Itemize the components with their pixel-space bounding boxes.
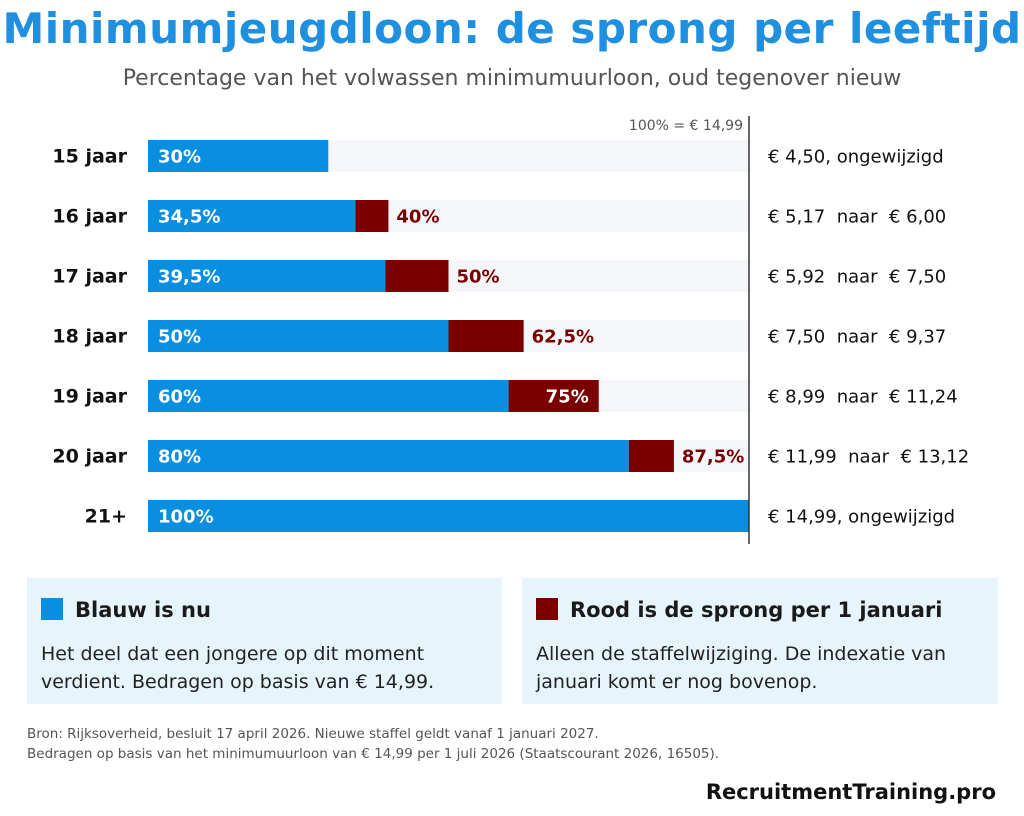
current-value-label: 30% — [158, 147, 201, 168]
bar-current — [148, 440, 629, 472]
legend-box-red: Rood is de sprong per 1 januari Alleen d… — [522, 578, 998, 704]
current-value-label: 60% — [158, 387, 201, 408]
category-label: 20 jaar — [52, 446, 127, 468]
amount-label: € 5,92 naar € 7,50 — [768, 267, 946, 288]
legend-heading-red: Rood is de sprong per 1 januari — [536, 598, 942, 622]
bar-current — [148, 260, 386, 292]
current-value-label: 34,5% — [158, 207, 220, 228]
new-value-label: 62,5% — [532, 327, 594, 348]
blue-swatch — [41, 598, 63, 620]
bar-increase — [508, 380, 599, 412]
legend-text-blue: Het deel dat een jongere op dit moment v… — [41, 643, 435, 693]
current-value-label: 100% — [158, 507, 214, 528]
bar-current — [148, 200, 356, 232]
new-value-label: 87,5% — [682, 447, 744, 468]
category-label: 15 jaar — [52, 146, 127, 168]
bar-chart: 15 jaar 30% € 4,50, ongewijzigd 16 jaar 34,5… — [52, 116, 969, 544]
page-title: Minimumjeugdloon: de sprong per leeftijd — [2, 4, 1022, 53]
category-label: 18 jaar — [52, 326, 127, 348]
current-value-label: 39,5% — [158, 267, 220, 288]
amount-label: € 14,99, ongewijzigd — [768, 507, 955, 528]
category-label: 21+ — [85, 506, 127, 528]
bar-current — [148, 500, 749, 532]
legend-box-blue: Blauw is nu Het deel dat een jongere op … — [27, 578, 502, 704]
legend-heading-blue: Blauw is nu — [41, 598, 211, 622]
new-value-label: 50% — [457, 267, 500, 288]
reference-label: 100% = € 14,99 — [629, 118, 743, 134]
legend-heading-blue-text: Blauw is nu — [75, 598, 211, 622]
red-swatch — [536, 598, 558, 620]
current-value-label: 80% — [158, 447, 201, 468]
bar-increase — [628, 440, 674, 472]
new-value-label: 75% — [546, 387, 589, 408]
amount-label: € 8,99 naar € 11,24 — [768, 387, 958, 408]
category-label: 16 jaar — [52, 206, 127, 228]
bar-increase — [385, 260, 449, 292]
bar-current — [148, 320, 449, 352]
brand-logo-text[interactable]: RecruitmentTraining.pro — [705, 780, 996, 804]
category-label: 17 jaar — [52, 266, 127, 288]
bar-current — [148, 140, 329, 172]
new-value-label: 40% — [396, 207, 439, 228]
bar-increase — [355, 200, 389, 232]
amount-label: € 5,17 naar € 6,00 — [768, 207, 946, 228]
amount-label: € 7,50 naar € 9,37 — [768, 327, 946, 348]
bar-current — [148, 380, 509, 412]
amount-label: € 11,99 naar € 13,12 — [768, 447, 969, 468]
current-value-label: 50% — [158, 327, 201, 348]
page-subtitle: Percentage van het volwassen minimumuurl… — [122, 66, 902, 91]
category-label: 19 jaar — [52, 386, 127, 408]
legend-text-red: Alleen de staffelwijziging. De indexatie… — [536, 643, 947, 693]
source-line-2: Bedragen op basis van het minimumuurloon… — [27, 746, 720, 762]
source-line-1: Bron: Rijksoverheid, besluit 17 april 20… — [27, 726, 599, 742]
bar-increase — [448, 320, 524, 352]
legend-heading-red-text: Rood is de sprong per 1 januari — [570, 598, 943, 622]
amount-label: € 4,50, ongewijzigd — [768, 147, 944, 168]
